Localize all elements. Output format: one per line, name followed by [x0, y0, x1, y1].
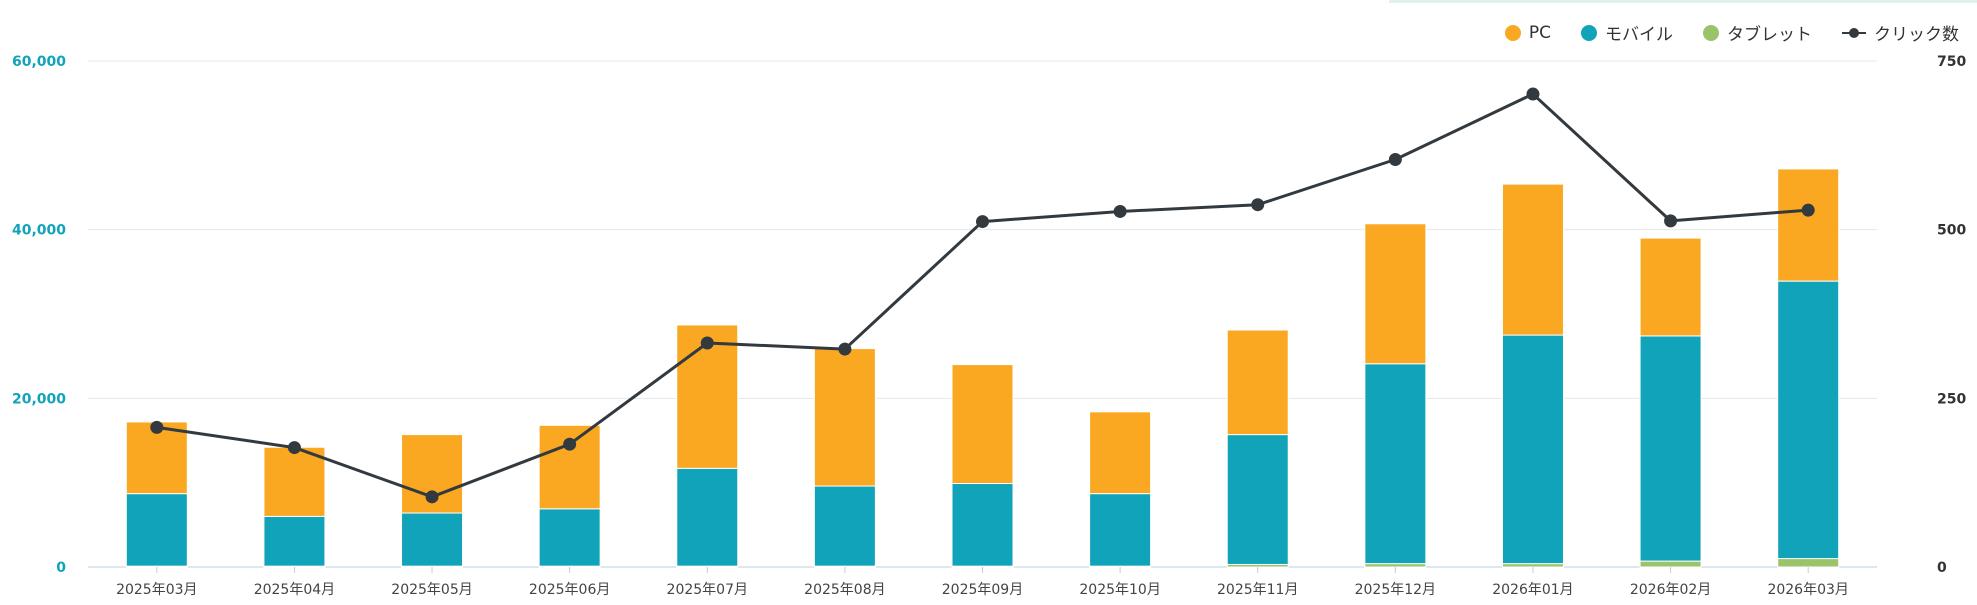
bar-segment	[813, 485, 876, 567]
bar-segment	[1639, 335, 1702, 562]
clicks-point	[563, 437, 577, 451]
y-right-tick-label: 250	[1937, 391, 1966, 407]
clicks-point	[150, 420, 164, 434]
bar-segment	[1777, 558, 1840, 568]
bar-segment	[401, 512, 464, 567]
x-tick-label: 2026年03月	[1767, 582, 1848, 598]
legend-pc-dot-icon	[1504, 24, 1521, 41]
clicks-point	[1388, 153, 1402, 167]
bar-segment	[1364, 563, 1427, 568]
y-left-tick-label: 0	[56, 560, 66, 576]
x-tick-label: 2025年06月	[529, 582, 610, 598]
y-left-tick-label: 20,000	[12, 391, 66, 407]
legend-mobile-label: モバイル	[1605, 25, 1673, 45]
legend-tablet-label: タブレット	[1727, 25, 1812, 45]
legend-mobile-dot-icon	[1581, 24, 1597, 41]
bar-segment	[538, 508, 601, 567]
bar-segment	[1089, 411, 1152, 495]
bar-segment	[125, 421, 188, 495]
x-tick-label: 2025年08月	[804, 582, 885, 598]
bar-segment	[1364, 223, 1427, 365]
x-tick-label: 2025年04月	[254, 582, 335, 598]
x-tick-label: 2025年12月	[1355, 582, 1436, 598]
x-tick-label: 2025年05月	[391, 582, 472, 598]
bar-segment	[1089, 493, 1152, 567]
bar-segment	[676, 467, 739, 567]
x-tick-label: 2026年01月	[1492, 582, 1573, 598]
bar-segment	[1226, 329, 1289, 436]
bar-segment	[951, 364, 1014, 485]
bar-segment	[1501, 334, 1564, 565]
chart-legend: PC モバイル タブレット クリック数	[1504, 20, 1959, 45]
bar-segment	[1226, 434, 1289, 565]
clicks-point	[1801, 203, 1815, 217]
y-right-tick-label: 500	[1937, 223, 1966, 239]
bar-segment	[125, 493, 188, 567]
legend-clicks-label: クリック数	[1874, 25, 1959, 45]
legend-item-pc[interactable]: PC	[1504, 22, 1551, 43]
legend-item-tablet[interactable]: タブレット	[1703, 20, 1812, 45]
bar-segment	[1639, 237, 1702, 337]
bar-segment	[263, 515, 326, 567]
bar-segment	[263, 446, 326, 517]
clicks-point	[1664, 214, 1678, 228]
y-left-tick-label: 60,000	[12, 54, 66, 70]
top-accent-bar	[1389, 0, 1977, 3]
legend-item-clicks[interactable]: クリック数	[1842, 20, 1959, 45]
x-tick-label: 2025年11月	[1217, 582, 1298, 598]
clicks-point	[425, 490, 439, 504]
legend-item-mobile[interactable]: モバイル	[1581, 20, 1673, 45]
clicks-point	[838, 342, 852, 356]
bar-segment	[1777, 280, 1840, 560]
bar-segment	[1639, 560, 1702, 568]
x-tick-label: 2025年09月	[942, 582, 1023, 598]
legend-clicks-line-icon	[1842, 25, 1866, 41]
clicks-point	[287, 441, 301, 455]
legend-pc-label: PC	[1528, 22, 1551, 43]
y-right-tick-label: 750	[1937, 54, 1966, 70]
x-tick-label: 2025年03月	[116, 582, 197, 598]
clicks-point	[700, 336, 714, 350]
clicks-point	[976, 215, 989, 229]
clicks-point	[1526, 87, 1540, 101]
x-tick-label: 2026年02月	[1630, 582, 1711, 598]
clicks-point	[1251, 198, 1265, 212]
x-tick-label: 2025年10月	[1079, 582, 1160, 598]
y-right-tick-label: 0	[1937, 560, 1947, 576]
bar-segment	[1501, 183, 1564, 336]
bar-segment	[1777, 168, 1840, 282]
x-tick-label: 2025年07月	[667, 582, 748, 598]
legend-tablet-dot-icon	[1703, 24, 1719, 41]
bar-segment	[1501, 563, 1564, 568]
y-left-tick-label: 40,000	[12, 223, 66, 239]
bar-segment	[1364, 363, 1427, 565]
bar-segment	[813, 348, 876, 487]
clicks-point	[1113, 204, 1127, 218]
bar-segment	[951, 483, 1014, 567]
